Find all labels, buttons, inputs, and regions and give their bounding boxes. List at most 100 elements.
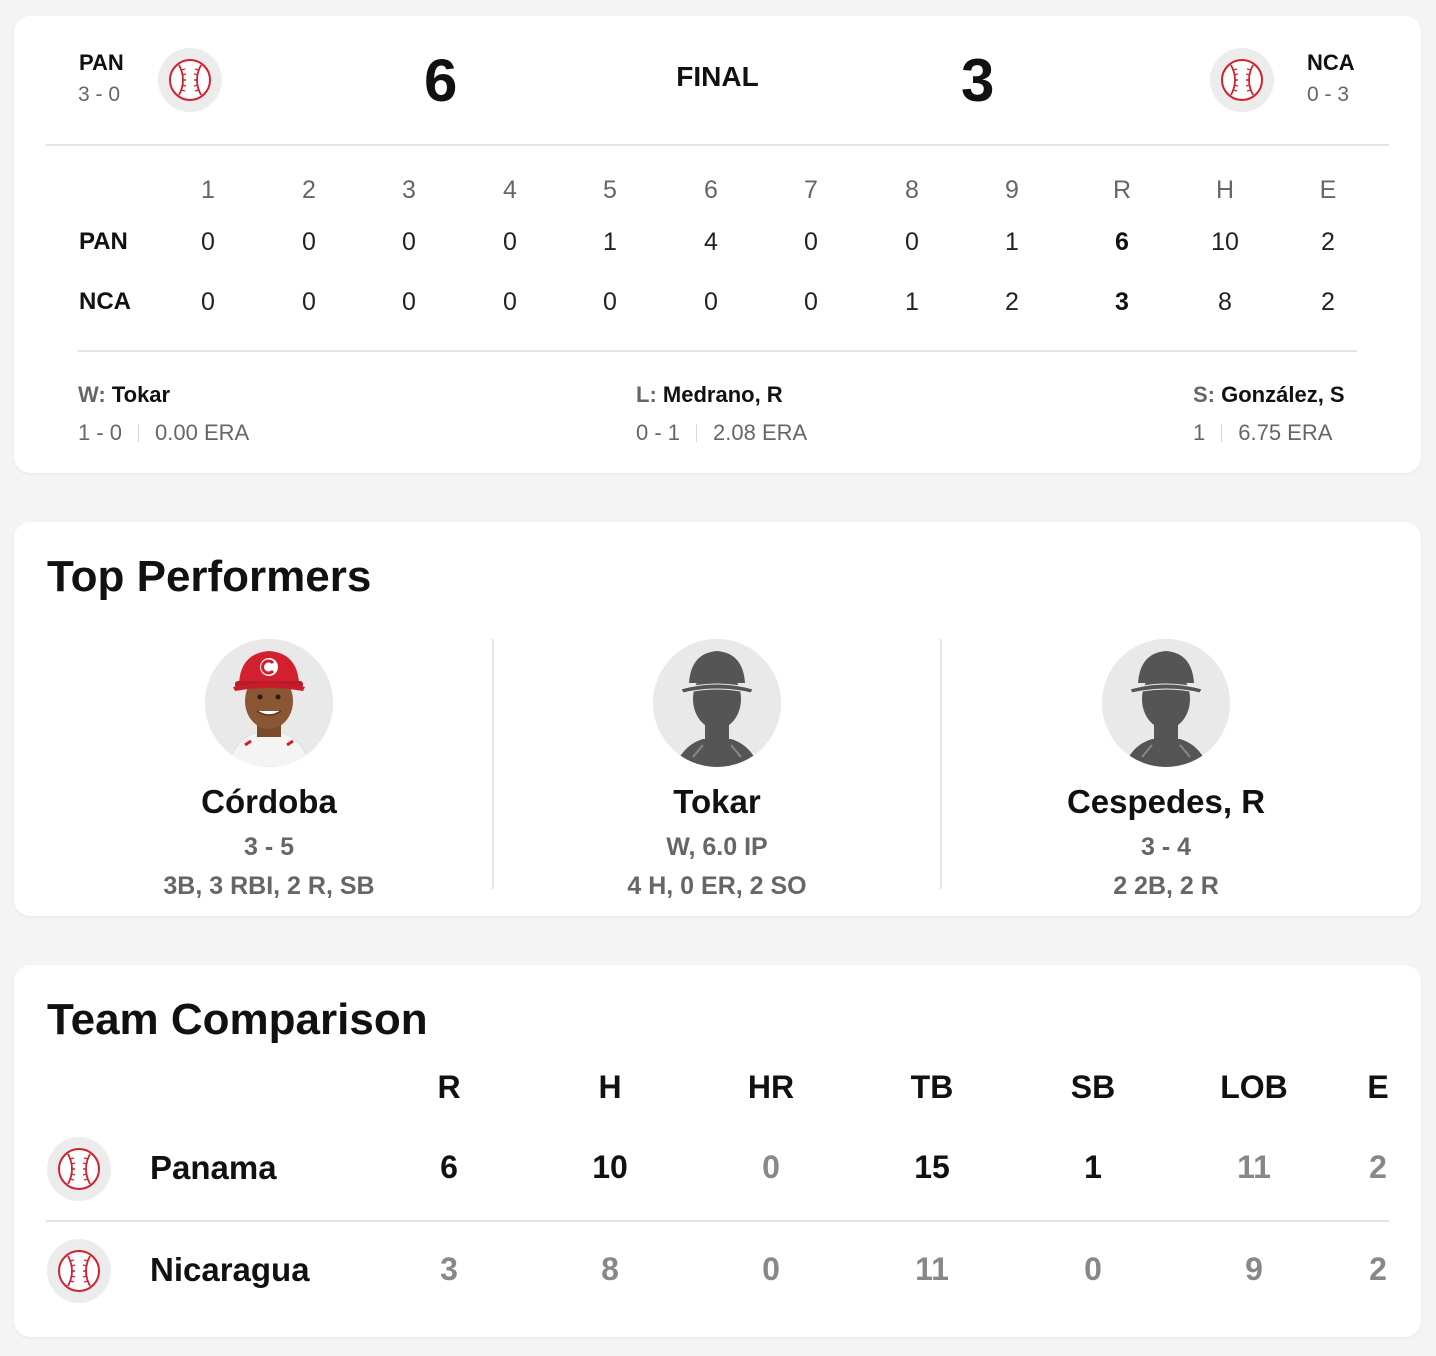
comparison-cell: 10 <box>592 1149 628 1185</box>
linescore-cell: 10 <box>1211 228 1239 256</box>
linescore-header-5: 5 <box>603 176 617 204</box>
nicaragua-logo[interactable] <box>47 1239 111 1303</box>
pitcher-era: 6.75 ERA <box>1238 420 1333 445</box>
performer-summary: W, 6.0 IP <box>666 833 768 861</box>
performer-card[interactable]: Cespedes, R 3 - 4 2 2B, 2 R <box>942 639 1390 901</box>
scoreboard-card: PAN 3 - 0 6 FINAL 3 NCA 0 - 3 1 2 3 4 5 6 7 8 9 R… <box>14 16 1421 473</box>
divider <box>78 350 1357 352</box>
separator <box>1221 424 1223 442</box>
linescore-header-3: 3 <box>402 176 416 204</box>
performer-summary: 3 - 5 <box>243 833 295 861</box>
comparison-cell: 11 <box>1237 1149 1271 1185</box>
linescore-header-h: H <box>1215 176 1235 204</box>
baseball-icon <box>169 59 211 101</box>
linescore-header-r: R <box>1112 176 1132 204</box>
comparison-cell: 9 <box>1245 1251 1263 1287</box>
performer-name: Tokar <box>673 783 761 820</box>
comparison-cell: 0 <box>762 1251 780 1287</box>
away-team-abbr[interactable]: PAN <box>79 50 124 75</box>
comparison-team-name[interactable]: Nicaragua <box>150 1251 310 1288</box>
panama-logo[interactable] <box>47 1137 111 1201</box>
linescore-cell: 0 <box>704 288 718 316</box>
pitcher-name: Tokar <box>111 382 171 407</box>
performer-card[interactable]: Córdoba 3 - 5 3B, 3 RBI, 2 R, SB <box>45 639 493 901</box>
linescore-cell: 0 <box>603 288 617 316</box>
team-comparison-title: Team Comparison <box>47 995 428 1044</box>
linescore-cell: 0 <box>503 288 517 316</box>
separator <box>138 424 140 442</box>
linescore-cell: 8 <box>1218 288 1232 316</box>
team-comparison-card: Team Comparison R H HR TB SB LOB E Panama Nica… <box>14 965 1421 1337</box>
pitcher-record: 0 - 1 <box>636 420 681 445</box>
linescore-cell: 0 <box>302 288 316 316</box>
pitcher-record: 1 <box>1193 420 1206 445</box>
player-photo <box>653 639 781 767</box>
decision-label: L: <box>636 382 657 407</box>
home-team-record: 0 - 3 <box>1307 83 1350 106</box>
comparison-cell: 15 <box>914 1149 950 1185</box>
linescore-cell: 6 <box>1115 228 1129 256</box>
linescore-header-7: 7 <box>804 176 818 204</box>
player-photo <box>1102 639 1230 767</box>
comparison-cell: 2 <box>1369 1149 1387 1185</box>
linescore-cell: 4 <box>704 228 718 256</box>
performer-details: 4 H, 0 ER, 2 SO <box>627 872 807 900</box>
home-team-abbr[interactable]: NCA <box>1307 50 1355 75</box>
top-performers-card: Top Performers Córdoba 3 - 5 3B, 3 RBI, … <box>14 522 1421 916</box>
linescore-team-home: NCA <box>79 288 131 315</box>
linescore-cell: 1 <box>905 288 919 316</box>
comparison-cell: 2 <box>1369 1251 1387 1287</box>
away-score: 6 <box>424 47 458 114</box>
away-team-logo[interactable] <box>158 48 222 112</box>
linescore-cell: 0 <box>905 228 919 256</box>
comparison-header-tb: TB <box>910 1069 954 1105</box>
comparison-cell: 8 <box>601 1251 619 1287</box>
save-pitcher[interactable]: S: González, S 1 6.75 ERA <box>1193 382 1345 446</box>
linescore-header-e: E <box>1319 176 1337 204</box>
silhouette-icon <box>653 639 781 767</box>
linescore-cell: 0 <box>201 228 215 256</box>
performer-card[interactable]: Tokar W, 6.0 IP 4 H, 0 ER, 2 SO <box>493 639 941 901</box>
linescore-cell: 0 <box>503 228 517 256</box>
away-team-record: 3 - 0 <box>78 83 121 106</box>
divider <box>46 1220 1389 1222</box>
performer-summary: 3 - 4 <box>1140 833 1192 861</box>
linescore-header-6: 6 <box>704 176 718 204</box>
linescore-cell: 2 <box>1321 288 1335 316</box>
comparison-header-h: H <box>598 1069 622 1105</box>
game-status: FINAL <box>676 61 759 92</box>
linescore-cell: 0 <box>402 228 416 256</box>
linescore-header-1: 1 <box>201 176 215 204</box>
baseball-icon <box>58 1148 100 1190</box>
performer-name: Córdoba <box>201 783 337 820</box>
winning-pitcher[interactable]: W: Tokar 1 - 0 0.00 ERA <box>78 382 249 446</box>
divider <box>940 639 942 889</box>
comparison-header-lob: LOB <box>1220 1069 1288 1105</box>
decision-label: W: <box>78 382 106 407</box>
linescore-header-2: 2 <box>302 176 316 204</box>
losing-pitcher[interactable]: L: Medrano, R 0 - 1 2.08 ERA <box>636 382 807 446</box>
silhouette-icon <box>1102 639 1230 767</box>
performer-name: Cespedes, R <box>1066 783 1266 820</box>
comparison-team-name[interactable]: Panama <box>150 1149 277 1186</box>
comparison-cell: 0 <box>1084 1251 1102 1287</box>
comparison-header-sb: SB <box>1070 1069 1116 1105</box>
pitcher-name: González, S <box>1221 382 1345 407</box>
comparison-cell: 3 <box>440 1251 458 1287</box>
linescore-cell: 0 <box>804 228 818 256</box>
linescore-cell: 1 <box>603 228 617 256</box>
linescore-cell: 0 <box>402 288 416 316</box>
decision-label: S: <box>1193 382 1215 407</box>
comparison-cell: 6 <box>440 1149 458 1185</box>
baseball-icon <box>1221 59 1263 101</box>
divider <box>46 144 1389 146</box>
comparison-cell: 1 <box>1084 1149 1102 1185</box>
home-team-logo[interactable] <box>1210 48 1274 112</box>
pitcher-record: 1 - 0 <box>78 420 123 445</box>
comparison-header-hr: HR <box>747 1069 795 1105</box>
pitcher-name: Medrano, R <box>662 382 783 407</box>
top-performers-title: Top Performers <box>47 552 372 601</box>
divider <box>492 639 494 889</box>
linescore-header-8: 8 <box>905 176 919 204</box>
linescore-cell: 0 <box>804 288 818 316</box>
